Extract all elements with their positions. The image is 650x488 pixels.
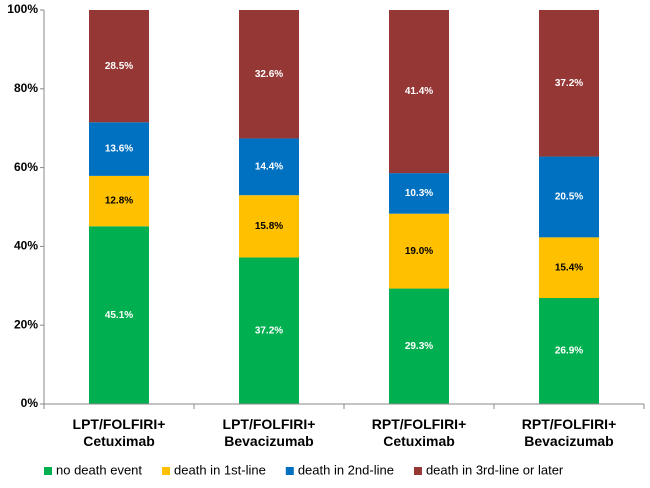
bar-segment xyxy=(389,10,449,174)
data-label: 13.6% xyxy=(105,144,133,155)
x-tick-label: RPT/FOLFIRI+ Bevacizumab xyxy=(521,416,617,449)
bar-segment xyxy=(389,288,449,404)
bar-segment xyxy=(539,237,599,299)
data-label: 29.3% xyxy=(405,341,433,352)
data-label: 15.4% xyxy=(555,262,583,273)
data-label: 26.9% xyxy=(555,346,583,357)
legend-label: death in 1st-line xyxy=(174,462,266,477)
y-tick-label: 0% xyxy=(21,396,39,410)
y-tick-label: 20% xyxy=(14,317,38,331)
data-label: 32.6% xyxy=(255,69,283,80)
x-tick-label: RPT/FOLFIRI+ Cetuximab xyxy=(371,416,467,449)
y-tick-label: 100% xyxy=(7,2,38,16)
y-tick-label: 80% xyxy=(14,81,38,95)
legend-swatch xyxy=(285,467,294,475)
data-label: 19.0% xyxy=(405,246,433,257)
legend-label: death in 2nd-line xyxy=(298,462,394,477)
y-tick-label: 60% xyxy=(14,160,38,174)
bar-segment xyxy=(539,156,599,238)
data-label: 37.2% xyxy=(555,78,583,89)
x-tick-label: LPT/FOLFIRI+ Cetuximab xyxy=(72,416,166,449)
y-tick-label: 40% xyxy=(14,239,38,253)
x-tick-label: LPT/FOLFIRI+ Bevacizumab xyxy=(222,416,316,449)
bar-segment xyxy=(389,213,449,289)
data-label: 10.3% xyxy=(405,188,433,199)
data-label: 41.4% xyxy=(405,86,433,97)
bar-segment xyxy=(89,226,149,404)
data-label: 12.8% xyxy=(105,196,133,207)
data-label: 15.8% xyxy=(255,221,283,232)
bar-segment xyxy=(89,122,149,176)
legend-label: death in 3rd-line or later xyxy=(426,462,564,477)
data-label: 28.5% xyxy=(105,61,133,72)
legend-swatch xyxy=(44,467,52,475)
bar-segment xyxy=(239,10,299,139)
bar-segment xyxy=(239,138,299,196)
bar-segment xyxy=(539,298,599,404)
bar-segment xyxy=(239,257,299,404)
data-label: 14.4% xyxy=(255,161,283,172)
bar-segment xyxy=(239,195,299,258)
legend-label: no death event xyxy=(56,462,142,477)
data-label: 37.2% xyxy=(255,325,283,336)
bar-segment xyxy=(389,173,449,214)
bar-segment xyxy=(539,10,599,157)
data-label: 45.1% xyxy=(105,310,133,321)
bar-segment xyxy=(89,10,149,123)
legend-swatch xyxy=(413,467,422,475)
legend-swatch xyxy=(162,467,171,475)
data-label: 20.5% xyxy=(555,192,583,203)
bar-segment xyxy=(89,175,149,227)
